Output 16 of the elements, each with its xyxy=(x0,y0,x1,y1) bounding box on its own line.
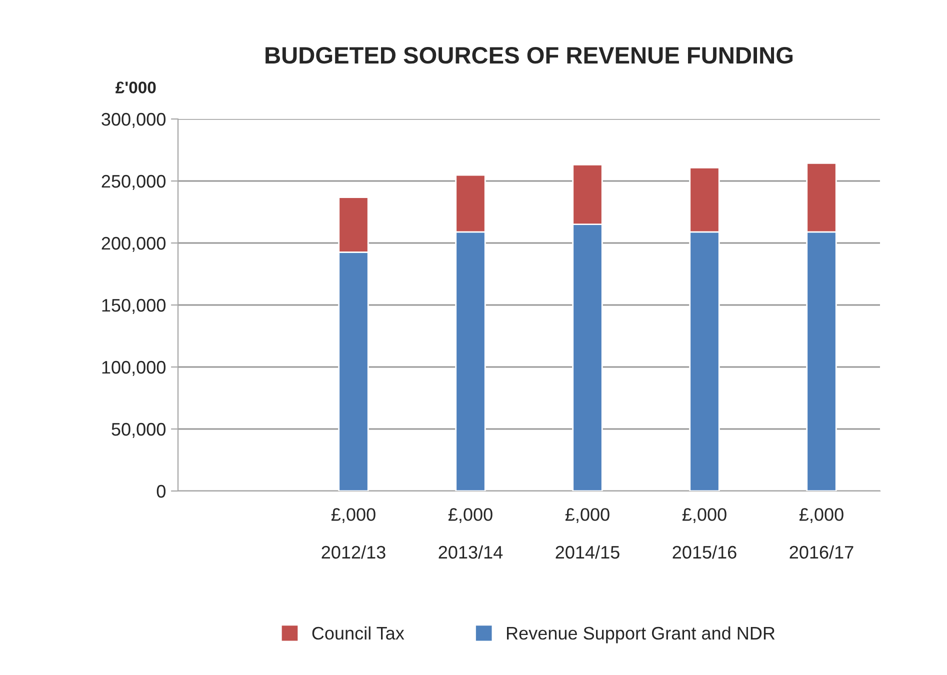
y-axis-title: £'000 xyxy=(116,82,156,94)
category-label: £,000 2014/15 xyxy=(556,508,620,559)
y-tick-label: 50,000 xyxy=(112,422,166,438)
y-tick-label: 100,000 xyxy=(102,360,166,376)
legend-label: Council Tax xyxy=(312,626,404,640)
category-label: £,000 2016/17 xyxy=(790,508,854,559)
category-label: £,000 2013/14 xyxy=(438,508,503,559)
category-label: £,000 2012/13 xyxy=(322,508,386,559)
y-tick-label: 200,000 xyxy=(102,236,166,252)
y-tick-label: 250,000 xyxy=(102,174,166,190)
legend-label: Revenue Support Grant and NDR xyxy=(507,626,775,644)
y-tick-label: 300,000 xyxy=(102,112,166,128)
category-label: £,000 2015/16 xyxy=(672,508,736,559)
y-tick-label: 150,000 xyxy=(102,298,166,314)
y-tick-label: 0 xyxy=(156,484,166,498)
chart-title: BUDGETED SOURCES OF REVENUE FUNDING xyxy=(266,46,793,64)
